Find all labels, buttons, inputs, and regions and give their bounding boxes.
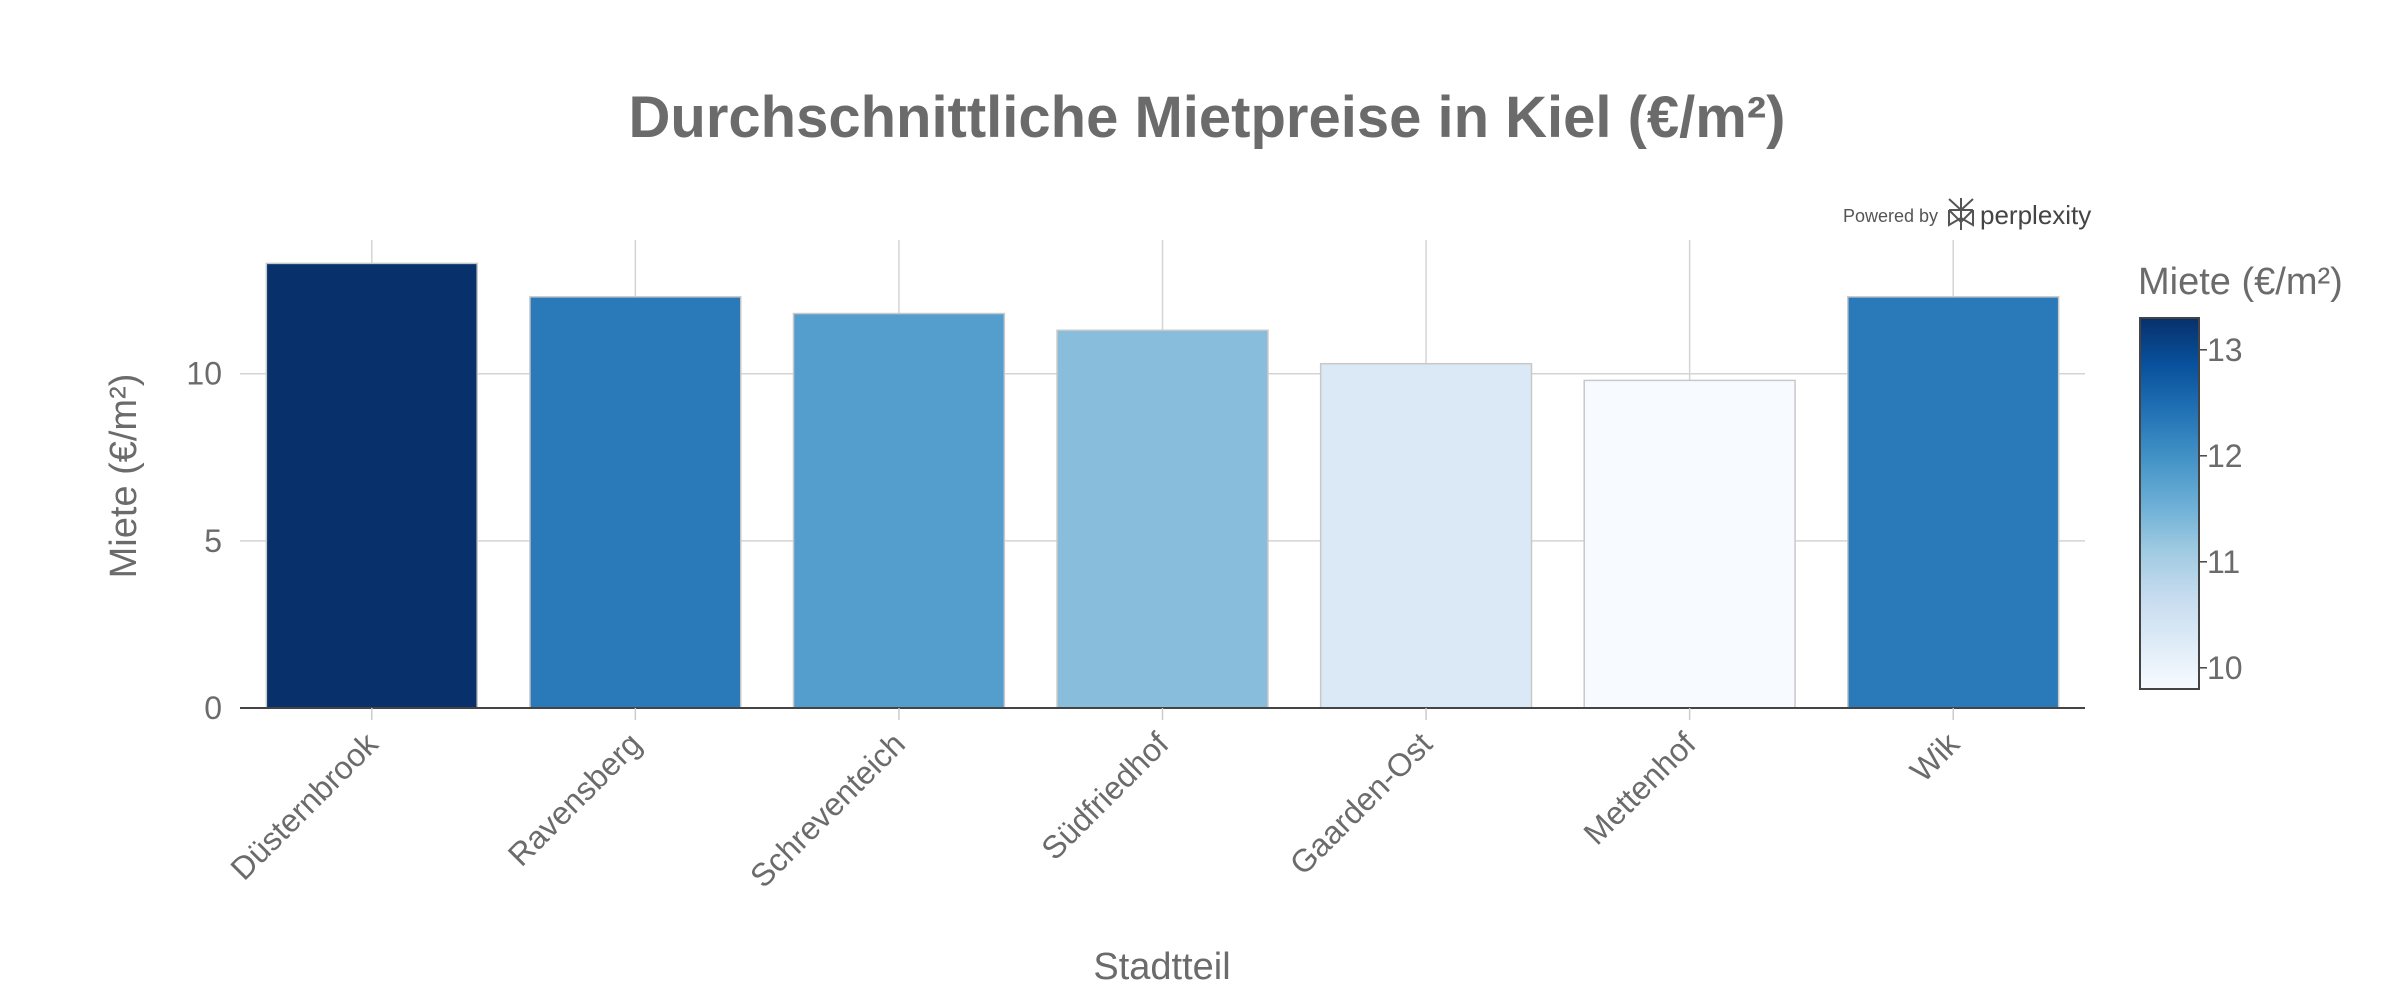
colorbar-title: Miete (€/m²) [2138, 261, 2343, 303]
colorbar-tick-label: 10 [2207, 650, 2243, 686]
powered-by-text: Powered by [1843, 206, 1938, 226]
bar-ravensberg[interactable] [529, 296, 742, 709]
x-tick-label: Mettenhof [1577, 725, 1703, 851]
x-tick-label: Südfriedhof [1034, 725, 1175, 866]
x-tick-label: Gaarden-Ost [1283, 725, 1439, 881]
perplexity-logo-icon [1948, 198, 1974, 230]
y-tick-label: 10 [186, 356, 222, 392]
colorbar-gradient [2139, 317, 2200, 690]
x-tick-label: Ravensberg [501, 725, 648, 872]
bar-gaarden-ost[interactable] [1319, 362, 1533, 709]
y-tick-label: 0 [204, 690, 222, 726]
x-axis-title: Stadtteil [1093, 946, 1230, 988]
powered-by-badge[interactable]: Powered by perplexity [1843, 198, 2091, 230]
bar-südfriedhof[interactable] [1056, 329, 1269, 709]
perplexity-brand-text: perplexity [1980, 200, 2091, 230]
chart-title: Durchschnittliche Mietpreise in Kiel (€/… [629, 85, 1786, 150]
x-tick-label: Wik [1903, 725, 1967, 789]
bar-düsternbrook[interactable] [265, 262, 478, 709]
colorbar-tick-label: 11 [2207, 544, 2240, 580]
colorbar-tick-label: 13 [2207, 332, 2243, 368]
y-tick-label: 5 [204, 523, 222, 559]
bar-wik[interactable] [1847, 296, 2060, 709]
x-tick-label: Schreventeich [743, 725, 912, 894]
bar-mettenhof[interactable] [1583, 379, 1796, 709]
colorbar-ticks: 10 11 12 13 [2199, 332, 2243, 686]
bars-layer [265, 262, 2060, 709]
colorbar-tick-label: 12 [2207, 438, 2243, 474]
bar-schreventeich[interactable] [792, 312, 1006, 709]
x-tick-label: Düsternbrook [223, 725, 385, 887]
colorbar-legend: Miete (€/m²) 10 11 12 13 [2138, 261, 2343, 690]
y-axis-title: Miete (€/m²) [103, 374, 145, 579]
